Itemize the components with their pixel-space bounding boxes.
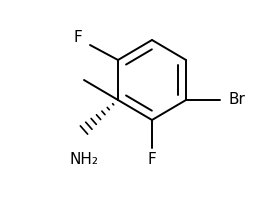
Text: Br: Br — [228, 93, 245, 108]
Text: NH₂: NH₂ — [70, 152, 99, 167]
Text: F: F — [148, 152, 157, 167]
Text: F: F — [74, 31, 82, 46]
